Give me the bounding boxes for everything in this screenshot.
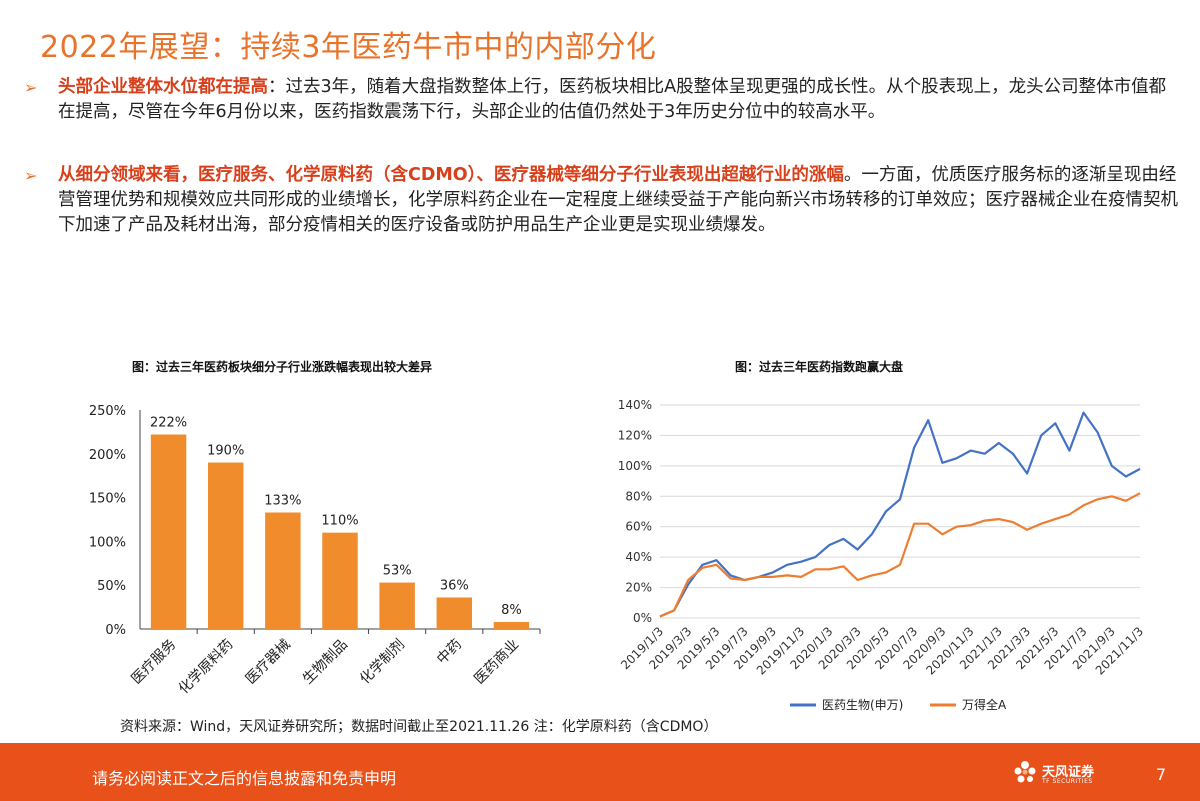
line-chart-title: 图：过去三年医药指数跑赢大盘 (735, 360, 904, 374)
bullet-1-emphasis: 头部企业整体水位都在提高 (58, 77, 268, 97)
y-tick-label: 150% (89, 492, 126, 507)
bar (436, 597, 472, 629)
series-line-wind-a (659, 492, 1141, 618)
y-tick-label: 100% (89, 535, 126, 550)
x-tick-label: 中药 (434, 637, 465, 668)
y-tick-label: 60% (625, 520, 652, 534)
arrow-bullet-icon: ➢ (24, 78, 38, 97)
x-tick-label: 生物制品 (300, 637, 351, 688)
x-tick-label: 医疗器械 (243, 637, 294, 688)
line-chart: 0%20%40%60%80%100%120%140%2019/1/32019/3… (618, 398, 1146, 712)
logo-subtext: TF SECURITIES (1042, 778, 1093, 785)
bar-chart-title: 图：过去三年医药板块细分子行业涨跌幅表现出较大差异 (132, 360, 433, 374)
y-tick-label: 50% (97, 579, 126, 594)
bar-value-label: 53% (383, 564, 412, 579)
y-tick-label: 0% (105, 623, 126, 638)
bar (265, 512, 301, 629)
y-tick-label: 120% (618, 428, 652, 442)
bullet-2-emphasis: 从细分领域来看，医疗服务、化学原料药（含CDMO）、医疗器械等细分子行业表现出超… (58, 165, 844, 185)
x-tick-label: 化学制剂 (357, 637, 408, 688)
bar-value-label: 133% (264, 493, 301, 508)
y-tick-label: 40% (625, 550, 652, 564)
page-number: 7 (1155, 765, 1166, 784)
bullet-1: ➢ 头部企业整体水位都在提高：过去3年，随着大盘指数整体上行，医药板块相比A股整… (24, 75, 1178, 125)
bullet-2: ➢ 从细分领域来看，医疗服务、化学原料药（含CDMO）、医疗器械等细分子行业表现… (24, 163, 1178, 238)
y-tick-label: 80% (625, 489, 652, 503)
footer-disclaimer: 请务必阅读正文之后的信息披露和免责申明 (92, 769, 397, 788)
bar-value-label: 222% (150, 416, 187, 431)
bar-chart: 0% 50% 100% 150% 200% 250% 222% 医疗服务 190% 化学原料药 13… (89, 404, 541, 698)
x-tick-label: 医药商业 (471, 637, 522, 688)
y-tick-label: 20% (625, 581, 652, 595)
bar (322, 532, 358, 629)
bar-value-label: 110% (321, 514, 358, 529)
bar (208, 462, 244, 629)
arrow-bullet-icon: ➢ (24, 166, 38, 185)
y-tick-label: 0% (633, 611, 652, 625)
legend-label: 万得全A (962, 697, 1007, 712)
x-tick-label: 医疗服务 (128, 637, 179, 688)
bar (150, 434, 187, 629)
x-tick-label: 化学原料药 (176, 637, 237, 698)
flower-logo-icon (1014, 761, 1036, 783)
bar-value-label: 36% (440, 578, 469, 593)
bar-value-label: 8% (501, 603, 522, 618)
bar (493, 621, 530, 629)
y-tick-label: 100% (618, 459, 652, 473)
company-logo: 天风证券 TF SECURITIES (1012, 757, 1104, 791)
bar (379, 582, 415, 629)
bar-value-label: 190% (207, 444, 244, 459)
y-tick-label: 200% (89, 448, 126, 463)
logo-text: 天风证券 (1042, 765, 1095, 780)
bullet-2-text: 。一方面，优质医疗服务标的逐渐呈现由经营管理优势和规模效应共同形成的业绩增长，化… (58, 165, 1178, 235)
page-title: 2022年展望：持续3年医药牛市中的内部分化 (40, 30, 657, 65)
y-tick-label: 250% (89, 404, 126, 419)
source-note: 资料来源：Wind，天风证券研究所；数据时间截止至2021.11.26 注：化学… (120, 719, 718, 735)
bullet-1-text: ：过去3年，随着大盘指数整体上行，医药板块相比A股整体呈现更强的成长性。从个股表… (58, 77, 1167, 122)
footer-bar: 请务必阅读正文之后的信息披露和免责申明 天风证券 TF SECURITIES 7 (0, 743, 1200, 801)
legend-label: 医药生物(申万) (822, 698, 903, 712)
y-tick-label: 140% (618, 398, 652, 412)
